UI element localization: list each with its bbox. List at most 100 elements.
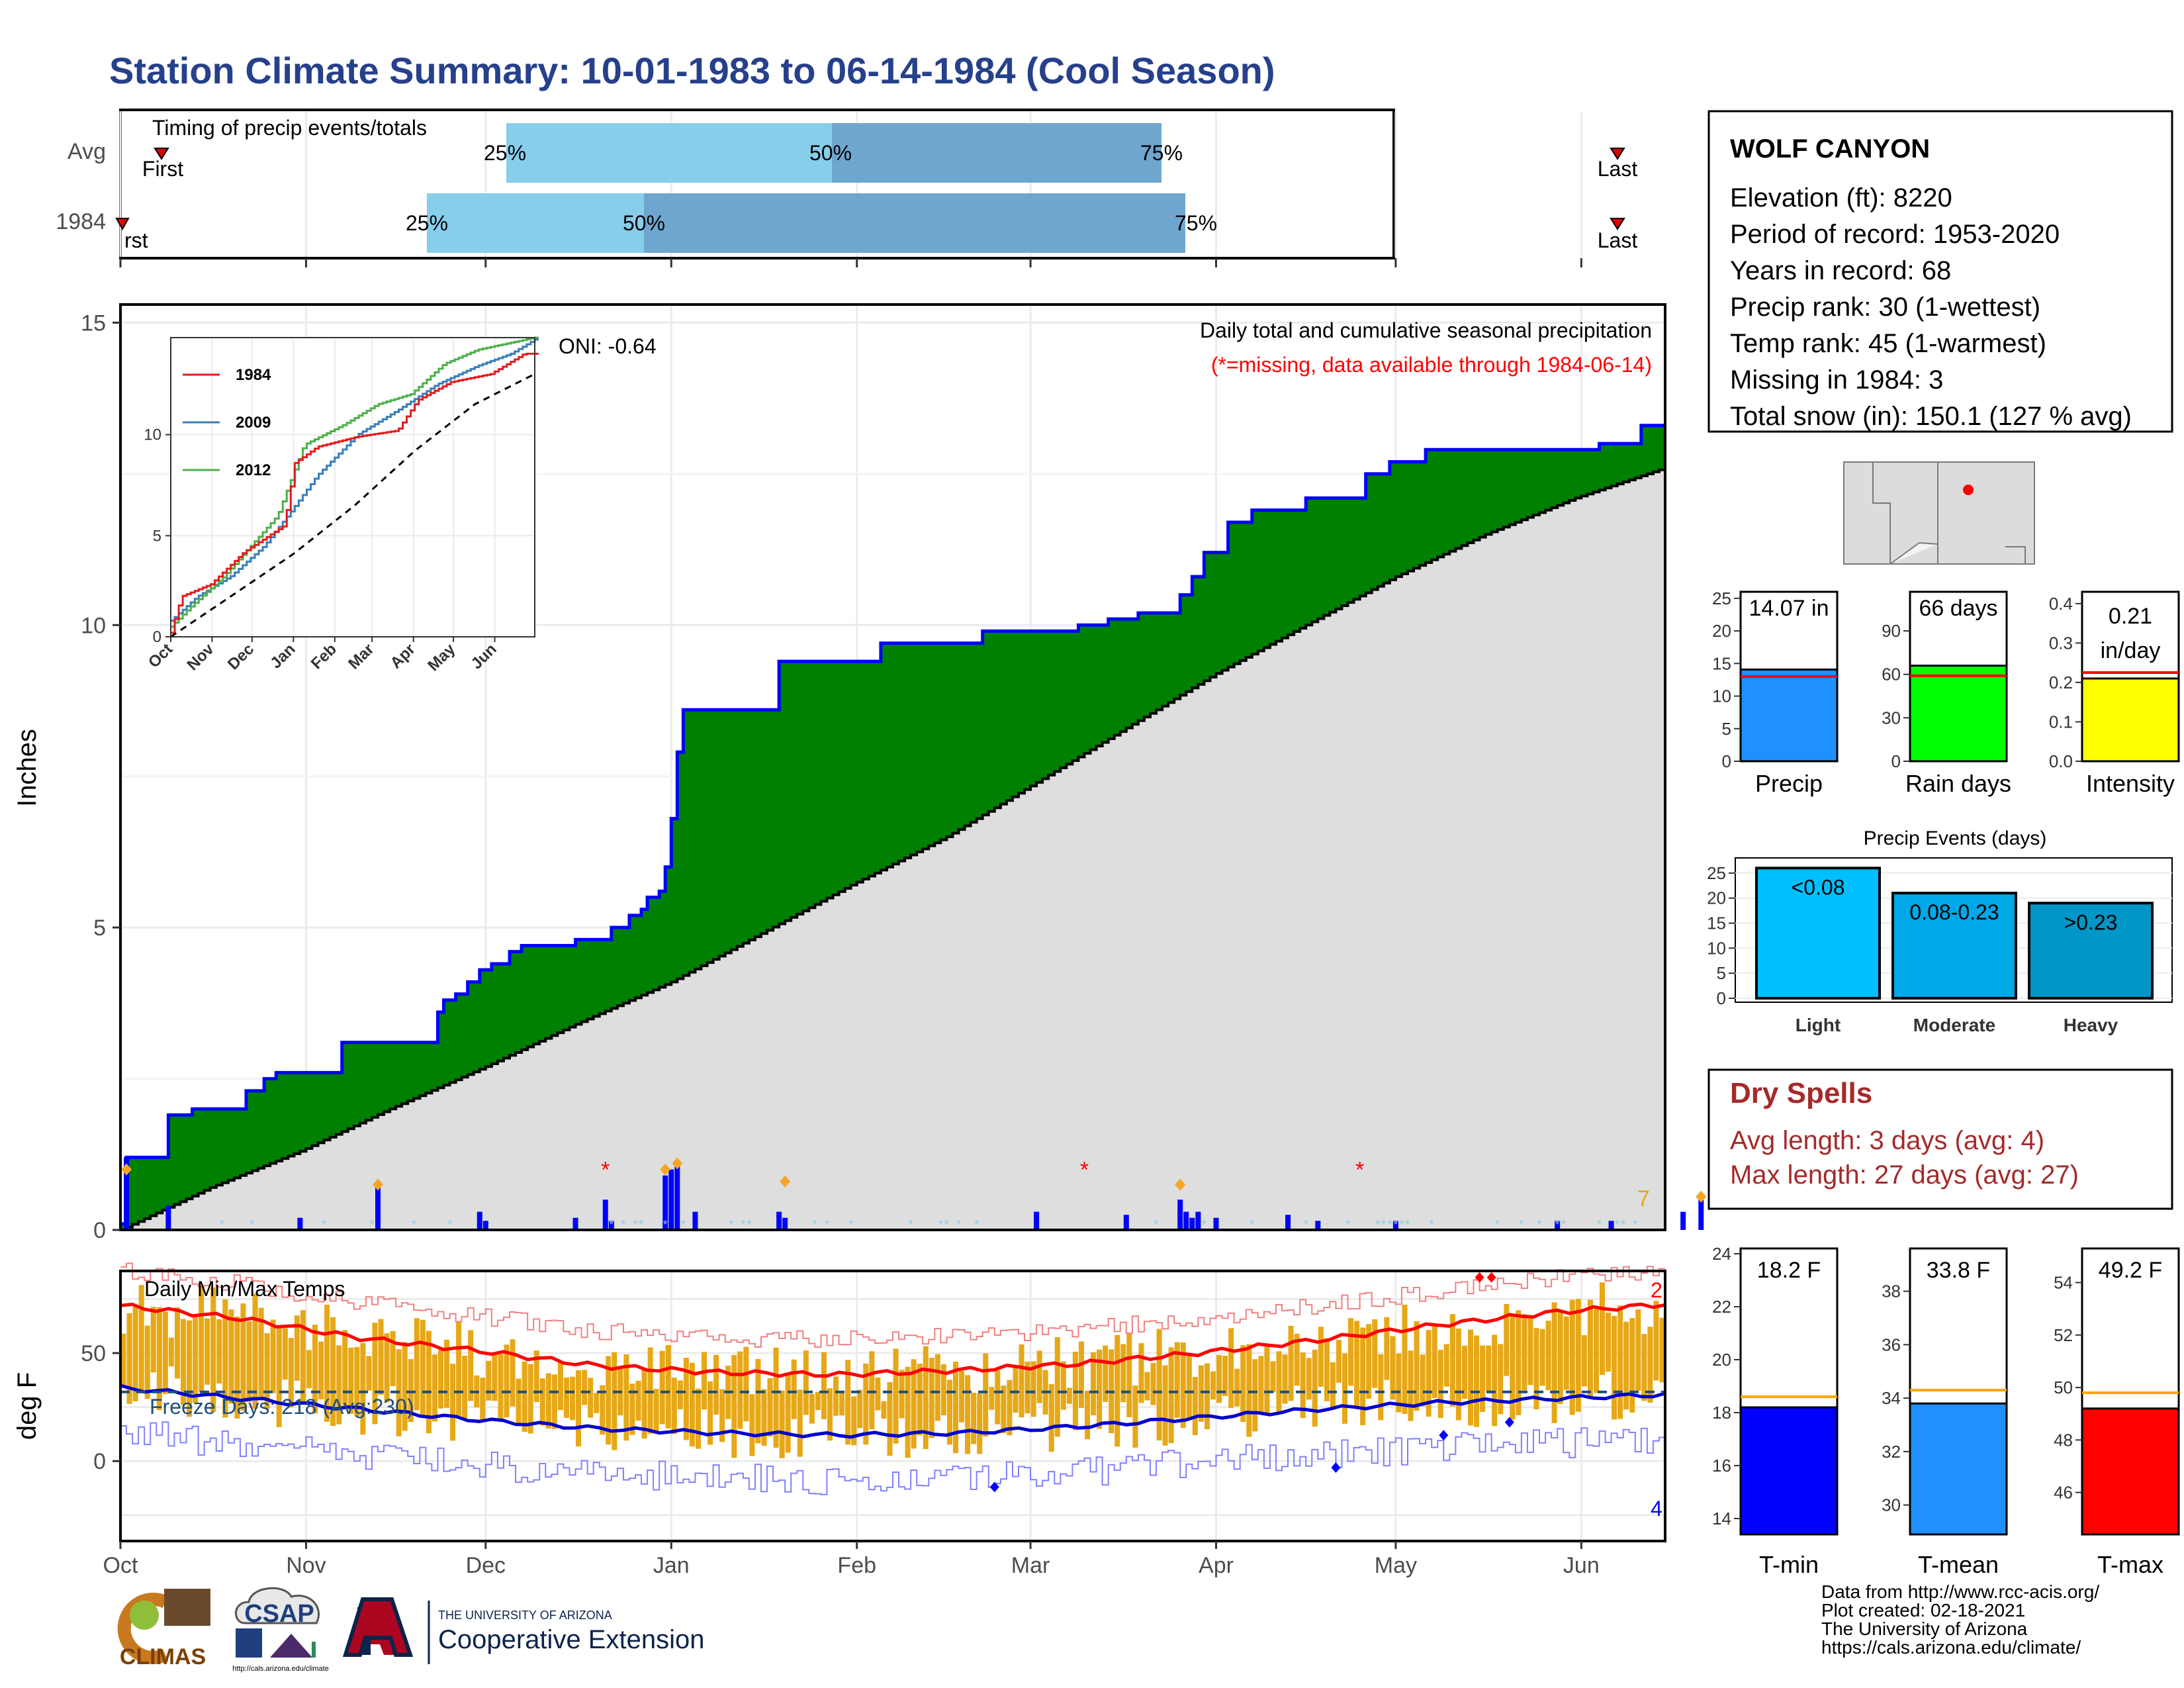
inset-legend-label: 1984 xyxy=(236,366,271,384)
station-info-line: Total snow (in): 150.1 (127 % avg) xyxy=(1730,402,2132,431)
temp-summary-tick: 52 xyxy=(2054,1325,2073,1345)
daily-temp-bar xyxy=(702,1352,707,1410)
daily-precip-bar xyxy=(1608,1221,1614,1230)
summary-y-tick: 5 xyxy=(1722,719,1731,739)
summary-y-tick: 10 xyxy=(1712,686,1731,706)
trace-marker: * xyxy=(938,1218,943,1231)
temperature-panel: Daily Min/Max Temps Freeze Days: 218 (Av… xyxy=(13,1262,1666,1542)
trace-marker: * xyxy=(1393,1218,1398,1231)
daily-temp-bar xyxy=(498,1354,504,1419)
daily-temp-bar xyxy=(282,1328,288,1380)
summary-y-tick: 0 xyxy=(1891,751,1901,771)
daily-temp-bar xyxy=(510,1339,516,1407)
daily-precip-bar xyxy=(1315,1221,1321,1230)
daily-temp-bar xyxy=(276,1327,282,1427)
summary-y-tick: 0.2 xyxy=(2049,673,2073,692)
climas-logo: CLIMAS xyxy=(113,1586,212,1669)
average-max-line xyxy=(120,1302,1666,1378)
timing-1984-p25: 25% xyxy=(406,211,448,235)
daily-precip-bar xyxy=(477,1211,482,1230)
daily-temp-bar xyxy=(533,1350,539,1403)
daily-temp-bar xyxy=(797,1389,803,1457)
daily-temp-bar xyxy=(1192,1377,1198,1435)
daily-precip-bar xyxy=(1285,1215,1291,1230)
precip-y-tick: 5 xyxy=(93,915,106,941)
daily-precip-bar xyxy=(692,1211,698,1230)
daily-temp-bar xyxy=(659,1350,665,1425)
station-info-line: Elevation (ft): 8220 xyxy=(1730,183,1952,212)
daily-temp-bar xyxy=(150,1307,156,1373)
daily-temp-bar xyxy=(671,1378,677,1434)
daily-temp-bar xyxy=(1246,1344,1252,1437)
inset-legend-label: 2009 xyxy=(236,414,271,432)
daily-temp-bar xyxy=(354,1346,360,1417)
daily-temp-bar xyxy=(1545,1321,1551,1391)
daily-temp-bar xyxy=(719,1389,725,1442)
daily-precip-bar xyxy=(608,1221,614,1230)
daily-temp-bar xyxy=(695,1388,702,1449)
temp-summary-tick: 46 xyxy=(2054,1483,2073,1503)
daily-temp-bar xyxy=(653,1389,659,1434)
daily-temp-bar xyxy=(1593,1309,1599,1393)
events-y-tick: 25 xyxy=(1707,863,1726,883)
daily-temp-bar xyxy=(420,1319,426,1415)
daily-precip-bar xyxy=(1680,1211,1686,1230)
daily-temp-bar xyxy=(1156,1329,1162,1441)
temp-summary-fill xyxy=(1909,1402,2008,1536)
daily-temp-bar xyxy=(312,1325,318,1414)
summary-y-tick: 30 xyxy=(1882,708,1901,727)
daily-temp-bar xyxy=(1300,1352,1306,1419)
station-name: WOLF CANYON xyxy=(1730,134,1930,164)
precip-event-bar xyxy=(1891,892,2017,1000)
daily-temp-bar xyxy=(216,1319,222,1383)
temp-summary-tick: 14 xyxy=(1712,1509,1731,1528)
daily-temp-bar xyxy=(929,1358,934,1438)
csap-url: http://cals.arizona.edu/climate xyxy=(232,1665,329,1673)
inset-average-line xyxy=(170,373,535,638)
daily-temp-bar xyxy=(1432,1326,1437,1398)
daily-temp-bar xyxy=(264,1333,270,1409)
daily-temp-bar xyxy=(408,1359,414,1423)
daily-temp-bar xyxy=(1132,1385,1138,1448)
daily-temp-bar xyxy=(851,1396,857,1446)
daily-temp-bar xyxy=(863,1363,869,1445)
daily-temp-bar xyxy=(952,1361,959,1454)
summary-bar-fill xyxy=(2081,677,2180,763)
daily-temp-bar xyxy=(378,1319,384,1395)
credit-line: The University of Arizona xyxy=(1821,1618,2028,1639)
average-min-line xyxy=(120,1383,1666,1439)
station-info-line: Period of record: 1953-2020 xyxy=(1730,220,2060,249)
daily-temp-bar xyxy=(318,1341,324,1400)
month-tick-label: Nov xyxy=(286,1553,326,1578)
daily-temp-bar xyxy=(545,1373,551,1429)
timing-1984-first-marker xyxy=(115,218,130,231)
daily-temp-bar xyxy=(1288,1325,1294,1401)
daily-temp-bar xyxy=(205,1318,210,1385)
daily-temp-bar xyxy=(527,1364,533,1434)
daily-temp-bar xyxy=(989,1387,995,1410)
daily-temp-bar xyxy=(1150,1362,1156,1405)
trace-marker: * xyxy=(1519,1218,1524,1231)
precip-events-title: Precip Events (days) xyxy=(1864,827,2047,849)
month-axis: Oct Nov Dec Jan Feb Mar Apr May Jun xyxy=(103,258,1600,1578)
timing-1984-q2-q3 xyxy=(644,193,1185,253)
timing-title: Timing of precip events/totals xyxy=(152,116,427,140)
timing-1984-first-label: rst xyxy=(124,228,148,252)
event-marker xyxy=(672,1157,683,1170)
daily-temp-bar xyxy=(450,1364,456,1441)
daily-temp-bar xyxy=(905,1366,911,1458)
csap-logo: CSAP http://cals.arizona.edu/climate xyxy=(232,1587,329,1673)
daily-temp-bar xyxy=(1522,1314,1527,1391)
daily-temp-bar xyxy=(1180,1342,1186,1429)
temp-summary-tick: 34 xyxy=(1882,1388,1901,1408)
trace-marker: * xyxy=(250,1218,255,1231)
temp-summary-label: T-min xyxy=(1759,1551,1819,1578)
daily-temp-bar xyxy=(1312,1349,1318,1427)
daily-temp-bar xyxy=(683,1358,689,1440)
summary-y-tick: 0 xyxy=(1722,751,1731,771)
daily-temp-bar xyxy=(839,1391,845,1416)
temp-summary-t-min: 14 16 18 20 22 24 18.2 F T-min xyxy=(1712,1244,1839,1578)
trace-marker: * xyxy=(1405,1218,1410,1231)
trace-marker: * xyxy=(944,1218,949,1231)
trace-marker: * xyxy=(1615,1218,1619,1231)
